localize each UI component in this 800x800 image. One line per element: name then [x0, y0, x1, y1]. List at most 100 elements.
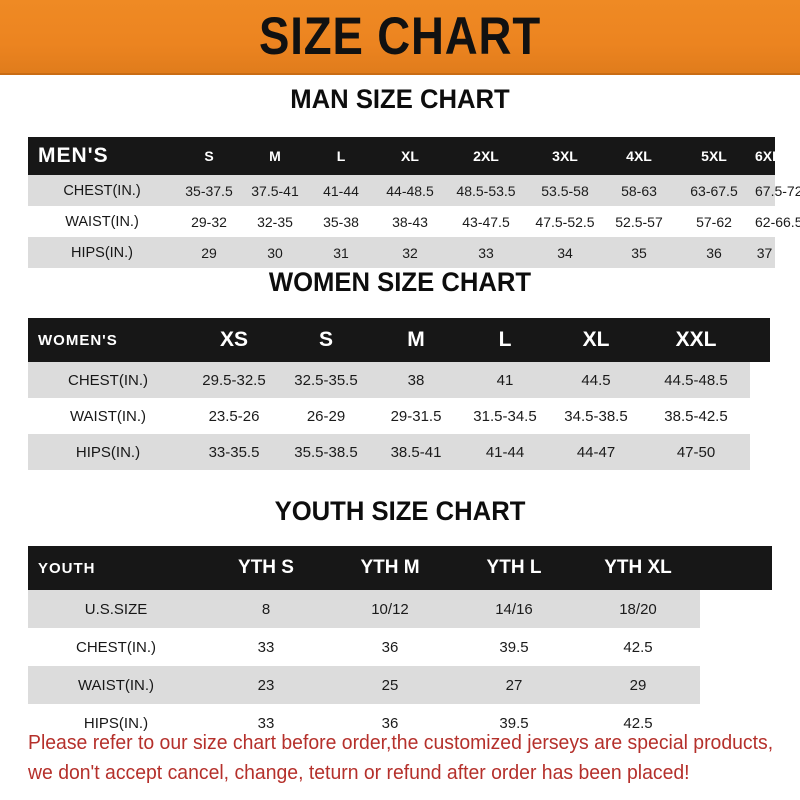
table-cell: 37: [754, 237, 775, 268]
table-row: CHEST(IN.) 29.5-32.5 32.5-35.5 38 41 44.…: [28, 362, 770, 398]
column-header: 2XL: [473, 148, 499, 164]
table-cell: 38-43: [374, 206, 446, 237]
row-label: CHEST(IN.): [28, 362, 188, 398]
table-cell: 29: [176, 237, 242, 268]
table-cell: 47.5-52.5: [526, 206, 604, 237]
row-label: WAIST(IN.): [28, 398, 188, 434]
table-row: HIPS(IN.) 33 36 39.5 42.5: [28, 704, 772, 742]
section-title-women: WOMEN SIZE CHART: [268, 267, 532, 297]
table-corner-label: MEN'S: [38, 144, 109, 167]
table-cell: 29-32: [176, 206, 242, 237]
table-cell: 8: [204, 590, 328, 628]
table-cell: 57-62: [674, 206, 754, 237]
table-cell: 47-50: [642, 434, 750, 470]
table-cell: 39.5: [452, 628, 576, 666]
table-cell: 62-66.5: [754, 206, 800, 237]
table-row: HIPS(IN.) 29 30 31 32 33 34 35 36 37: [28, 237, 775, 268]
column-header-spacer: [700, 546, 772, 590]
table-cell: 33: [204, 628, 328, 666]
notice-line-1: Please refer to our size chart before or…: [28, 732, 774, 754]
row-label: HIPS(IN.): [28, 237, 176, 268]
table-cell-spacer: [700, 590, 772, 628]
table-corner-label: YOUTH: [38, 559, 96, 577]
table-cell: 33: [204, 704, 328, 742]
section-title-youth: YOUTH SIZE CHART: [274, 496, 526, 526]
notice-line-2: we don't accept cancel, change, teturn o…: [28, 762, 690, 784]
table-cell-spacer: [700, 628, 772, 666]
table-row: HIPS(IN.) 33-35.5 35.5-38.5 38.5-41 41-4…: [28, 434, 770, 470]
table-cell-spacer: [750, 362, 770, 398]
table-cell: 36: [328, 628, 452, 666]
table-cell: 34.5-38.5: [550, 398, 642, 434]
table-cell: 53.5-58: [526, 175, 604, 206]
table-header-row: MEN'S S M L XL 2XL 3XL 4XL 5XL 6XL: [28, 137, 781, 175]
row-label: CHEST(IN.): [28, 628, 204, 666]
table-row: U.S.SIZE 8 10/12 14/16 18/20: [28, 590, 772, 628]
table-cell: 29-31.5: [372, 398, 460, 434]
men-size-table: MEN'S S M L XL 2XL 3XL 4XL 5XL 6XL CHEST…: [28, 137, 800, 268]
column-header: 6XL: [755, 148, 781, 164]
table-cell: 42.5: [576, 704, 700, 742]
column-header: S: [204, 148, 214, 164]
column-header: XXL: [675, 328, 717, 351]
table-row: WAIST(IN.) 23.5-26 26-29 29-31.5 31.5-34…: [28, 398, 770, 434]
table-cell: 38: [372, 362, 460, 398]
table-cell: 34: [526, 237, 604, 268]
column-header: L: [498, 328, 512, 351]
table-row: WAIST(IN.) 29-32 32-35 35-38 38-43 43-47…: [28, 206, 800, 237]
table-cell-spacer: [750, 398, 770, 434]
column-header: M: [269, 148, 281, 164]
column-header: L: [336, 148, 346, 164]
row-label: WAIST(IN.): [28, 666, 204, 704]
table-cell: 29: [576, 666, 700, 704]
table-cell: 36: [674, 237, 754, 268]
table-cell: 38.5-41: [372, 434, 460, 470]
table-cell: 42.5: [576, 628, 700, 666]
table-cell-spacer: [700, 666, 772, 704]
table-cell: 35.5-38.5: [280, 434, 372, 470]
table-cell: 33-35.5: [188, 434, 280, 470]
table-cell: 23.5-26: [188, 398, 280, 434]
table-cell: 23: [204, 666, 328, 704]
row-label: WAIST(IN.): [28, 206, 176, 237]
column-header: YTH XL: [604, 557, 672, 578]
table-cell: 33: [446, 237, 526, 268]
table-cell: 26-29: [280, 398, 372, 434]
column-header: XL: [401, 148, 419, 164]
row-label: CHEST(IN.): [28, 175, 176, 206]
table-cell: 32.5-35.5: [280, 362, 372, 398]
table-cell: 41: [460, 362, 550, 398]
column-header: YTH S: [238, 557, 294, 578]
table-cell: 38.5-42.5: [642, 398, 750, 434]
order-policy-notice: Please refer to our size chart before or…: [28, 728, 774, 788]
table-cell: 43-47.5: [446, 206, 526, 237]
table-cell: 37.5-41: [242, 175, 308, 206]
column-header: 5XL: [701, 148, 727, 164]
column-header: 4XL: [626, 148, 652, 164]
table-cell: 36: [328, 704, 452, 742]
table-cell: 25: [328, 666, 452, 704]
column-header: M: [407, 328, 425, 351]
page-title: SIZE CHART: [258, 7, 542, 66]
table-cell: 35-37.5: [176, 175, 242, 206]
table-cell: 35: [604, 237, 674, 268]
table-cell-spacer: [750, 434, 770, 470]
table-cell: 52.5-57: [604, 206, 674, 237]
column-header: XL: [582, 328, 610, 351]
youth-size-table: YOUTH YTH S YTH M YTH L YTH XL U.S.SIZE …: [28, 546, 772, 742]
row-label: HIPS(IN.): [28, 434, 188, 470]
table-cell: 41-44: [460, 434, 550, 470]
column-header-spacer: [750, 318, 770, 362]
table-cell: 41-44: [308, 175, 374, 206]
table-row: CHEST(IN.) 35-37.5 37.5-41 41-44 44-48.5…: [28, 175, 800, 206]
table-row: CHEST(IN.) 33 36 39.5 42.5: [28, 628, 772, 666]
table-cell: 44.5: [550, 362, 642, 398]
table-cell: 10/12: [328, 590, 452, 628]
table-cell: 63-67.5: [674, 175, 754, 206]
table-cell: 58-63: [604, 175, 674, 206]
page-banner: SIZE CHART: [0, 0, 800, 75]
table-cell: 67.5-72: [754, 175, 800, 206]
table-cell: 32: [374, 237, 446, 268]
row-label: HIPS(IN.): [28, 704, 204, 742]
table-cell: 44.5-48.5: [642, 362, 750, 398]
